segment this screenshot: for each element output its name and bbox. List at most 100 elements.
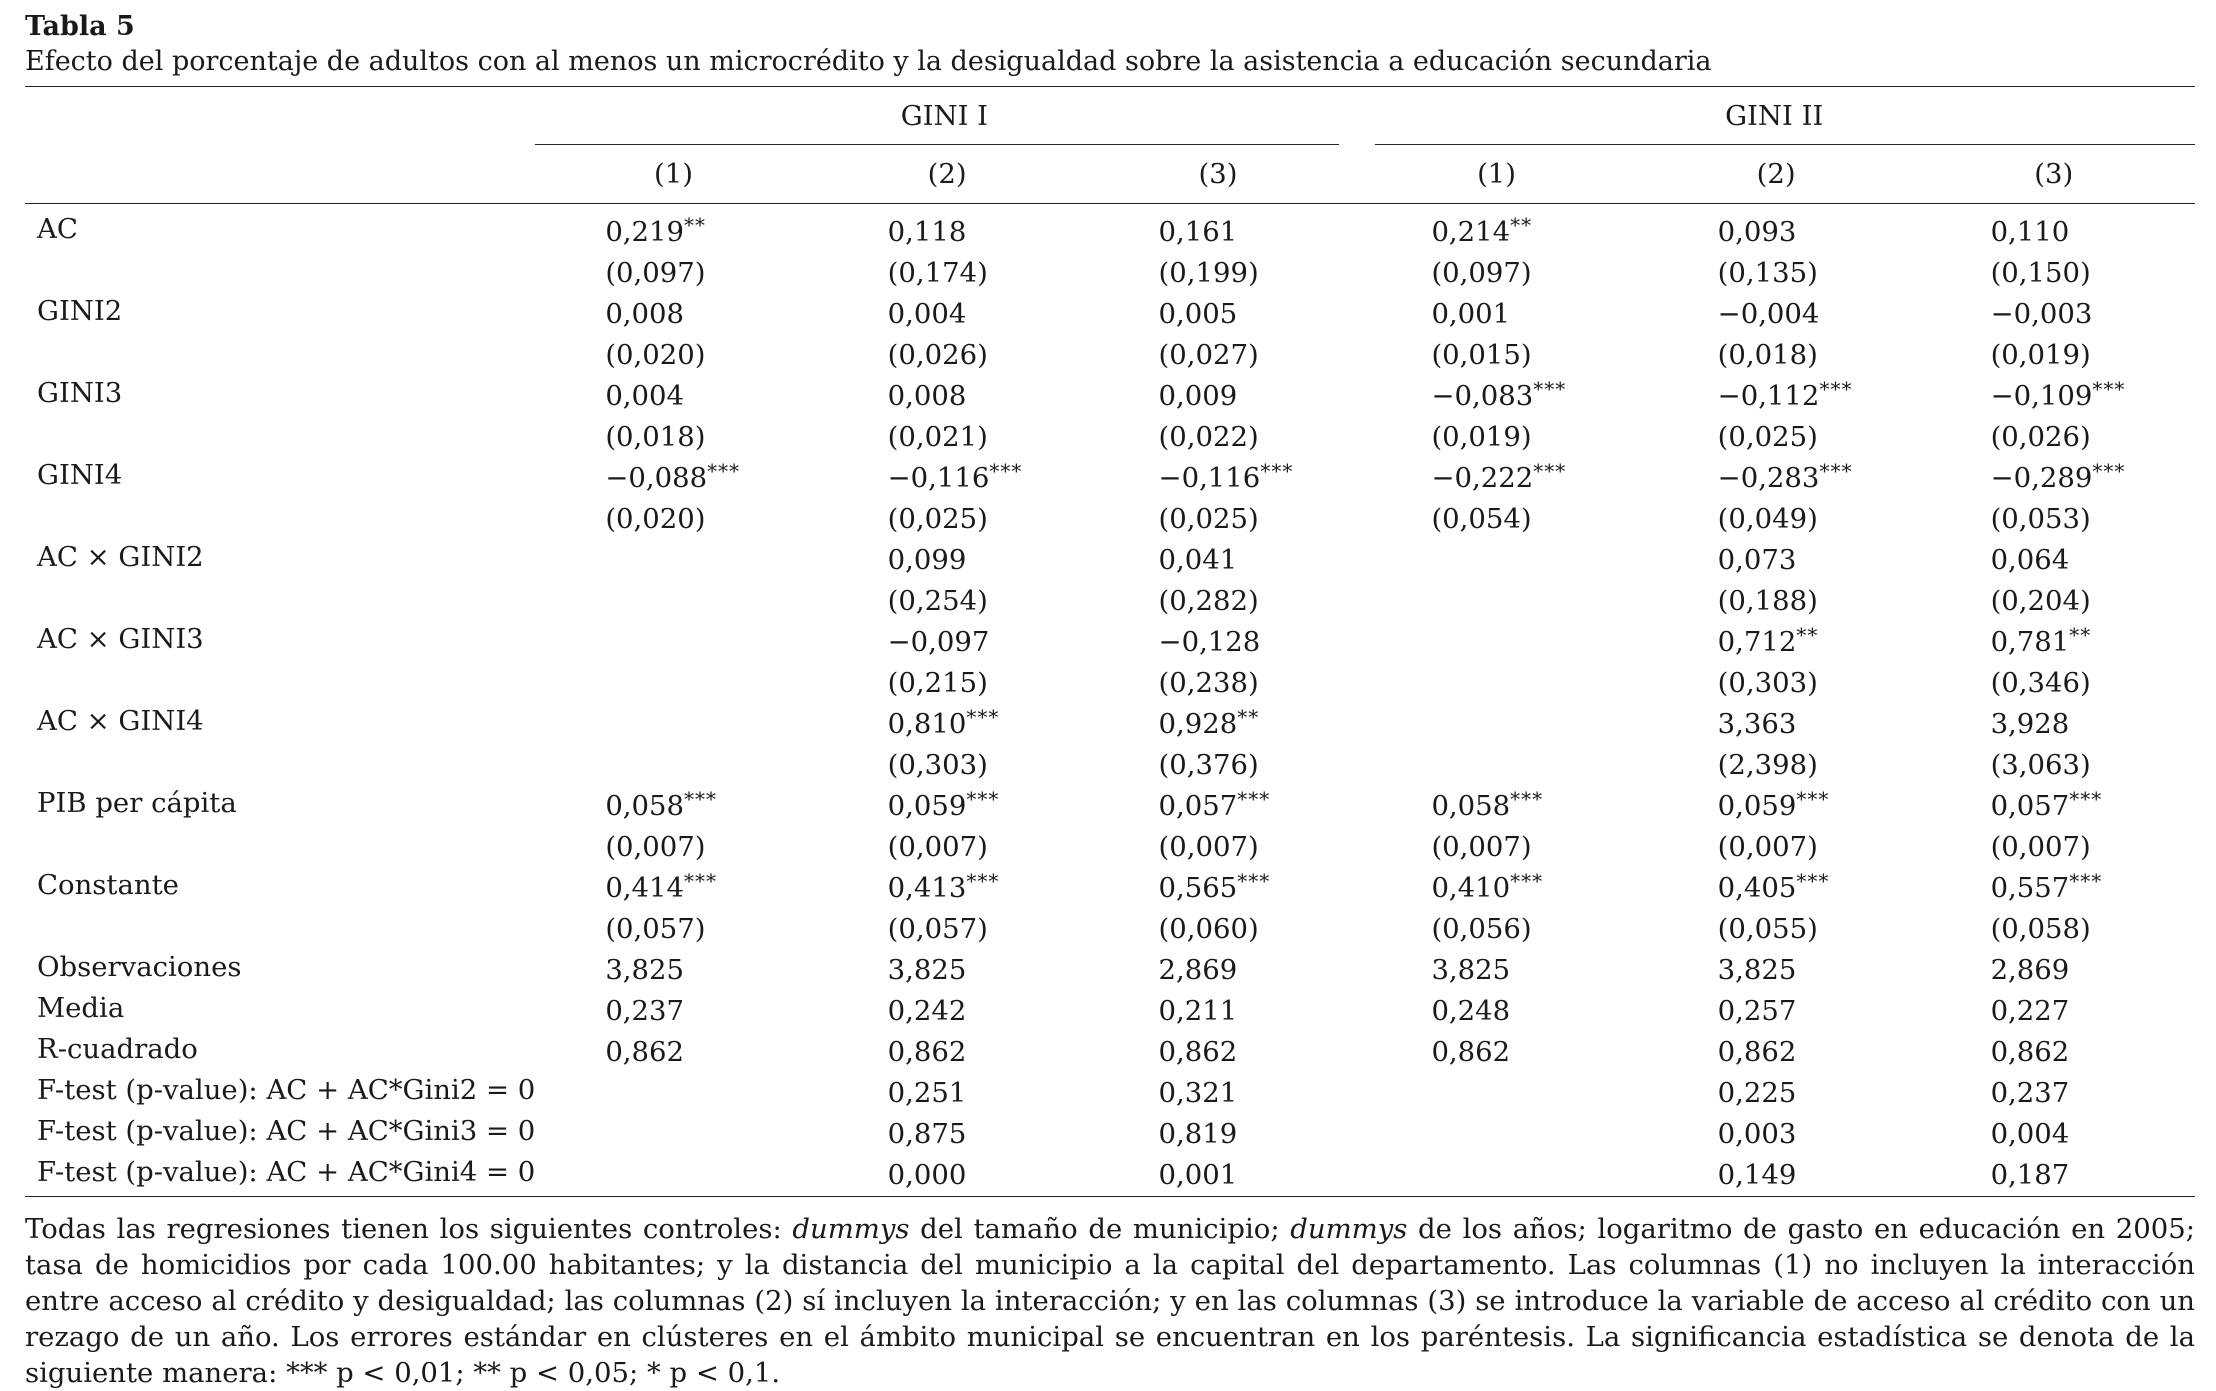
table-row: GINI4 −0,088*** −0,116*** −0,116*** −0,222**… [25,454,2195,495]
table-cell: (0,007) [535,823,811,864]
table-cell: 3,825 [535,946,811,987]
cell-value: 0,219 [605,216,685,248]
row-label: F-test (p-value): AC + AC*Gini4 = 0 [25,1151,536,1197]
cell-value: 2,869 [1990,954,2070,986]
table-cell: −0,004 [1640,290,1913,331]
table-cell: 0,118 [812,204,1083,250]
cell-value: 0,118 [887,216,967,248]
cell-value: −0,004 [1717,298,1820,330]
significance-stars: *** [2092,459,2126,483]
cell-value: (0,053) [1990,503,2091,535]
table-row: F-test (p-value): AC + AC*Gini4 = 0 0,000… [25,1151,2195,1197]
cell-value: (0,055) [1717,913,1818,945]
row-label: Constante [37,868,179,901]
table-row: (0,097) (0,174) (0,199) (0,097) (0,135) (0,15… [25,249,2195,290]
table-cell: (0,056) [1353,905,1639,946]
table-cell: 0,928** [1083,700,1354,741]
cell-value: 0,149 [1717,1159,1797,1191]
cell-value: (0,025) [887,503,988,535]
table-cell: 0,004 [812,290,1083,331]
cell-value: 0,003 [1717,1118,1797,1150]
table-cell: −0,112*** [1640,372,1913,413]
table-cell: 0,073 [1640,536,1913,577]
cell-value: −0,083 [1431,380,1534,412]
cell-value: (0,007) [1158,831,1259,863]
cell-value: 0,064 [1990,544,2070,576]
cell-value: −0,116 [887,462,990,494]
cell-value: −0,116 [1158,462,1261,494]
table-cell: 0,009 [1083,372,1354,413]
table-cell: 0,251 [812,1069,1083,1110]
table-cell: 0,862 [1640,1028,1913,1069]
cell-value: 0,073 [1717,544,1797,576]
cell-value: (3,063) [1990,749,2091,781]
cell-value: 0,862 [887,1036,967,1068]
table-cell: 0,214** [1353,204,1639,250]
row-label: AC × GINI2 [37,540,204,573]
cell-value: 0,000 [887,1159,967,1191]
significance-stars: *** [1237,787,1271,811]
cell-value: (0,303) [1717,667,1818,699]
row-label [25,495,535,536]
table-cell: (0,097) [1353,249,1639,290]
table-cell: 0,819 [1083,1110,1354,1151]
table-cell: (0,020) [535,331,811,372]
table-cell: 0,405*** [1640,864,1913,905]
cell-value: 3,825 [887,954,967,986]
table-row: AC × GINI4 0,810*** 0,928** 3,363 3,928 [25,700,2195,741]
table-cell: 0,064 [1913,536,2195,577]
table-cell: (0,055) [1640,905,1913,946]
table-cell: 0,225 [1640,1069,1913,1110]
table-row: (0,057) (0,057) (0,060) (0,056) (0,055) (0,05… [25,905,2195,946]
cell-value: (0,150) [1990,257,2091,289]
row-label [25,249,535,290]
table-row: Media 0,237 0,242 0,211 0,248 0,257 0,227 [25,987,2195,1028]
table-cell: (0,303) [812,741,1083,782]
cell-value: 0,008 [605,298,685,330]
table-cell: 3,825 [1640,946,1913,987]
significance-stars: *** [1819,459,1853,483]
table-cell: −0,283*** [1640,454,1913,495]
cell-value: 0,187 [1990,1159,2070,1191]
table-cell [1353,536,1639,577]
table-row: Constante 0,414*** 0,413*** 0,565*** 0,410**… [25,864,2195,905]
table-row: F-test (p-value): AC + AC*Gini2 = 0 0,251… [25,1069,2195,1110]
significance-stars: *** [2092,377,2126,401]
cell-value: 0,001 [1431,298,1511,330]
cell-value: 0,227 [1990,995,2070,1027]
table-cell [535,700,811,741]
cell-value: (0,054) [1431,503,1532,535]
cell-value: (0,015) [1431,339,1532,371]
cell-value: 0,565 [1158,872,1238,904]
significance-stars: *** [684,787,718,811]
table-cell: (0,204) [1913,577,2195,618]
cell-value: 0,008 [887,380,967,412]
table-cell [1353,618,1639,659]
cell-value: 0,257 [1717,995,1797,1027]
table-row: R-cuadrado 0,862 0,862 0,862 0,862 0,862 0,862 [25,1028,2195,1069]
table-cell: (0,007) [1913,823,2195,864]
table-cell: −0,116*** [812,454,1083,495]
table-cell: 0,057*** [1913,782,2195,823]
table-cell: (0,007) [1640,823,1913,864]
cell-value: −0,128 [1158,626,1261,658]
cell-value: 0,414 [605,872,685,904]
significance-stars: *** [1237,869,1271,893]
cell-value: 0,251 [887,1077,967,1109]
row-label: AC × GINI4 [37,704,204,737]
column-header: (2) [1639,145,1913,204]
table-cell: −0,083*** [1353,372,1639,413]
table-cell: 0,057*** [1083,782,1354,823]
table-cell: (0,057) [812,905,1083,946]
table-cell: 2,869 [1913,946,2195,987]
row-label [25,741,535,782]
table-cell [535,577,811,618]
cell-value: 0,242 [887,995,967,1027]
table-figure: Tabla 5 Efecto del porcentaje de adultos… [25,12,2195,1391]
table-cell: (0,018) [1640,331,1913,372]
cell-value: 0,057 [1990,790,2070,822]
column-header: (3) [1912,145,2195,204]
row-label [25,413,535,454]
cell-value: (0,188) [1717,585,1818,617]
cell-value: 3,928 [1990,708,2070,740]
